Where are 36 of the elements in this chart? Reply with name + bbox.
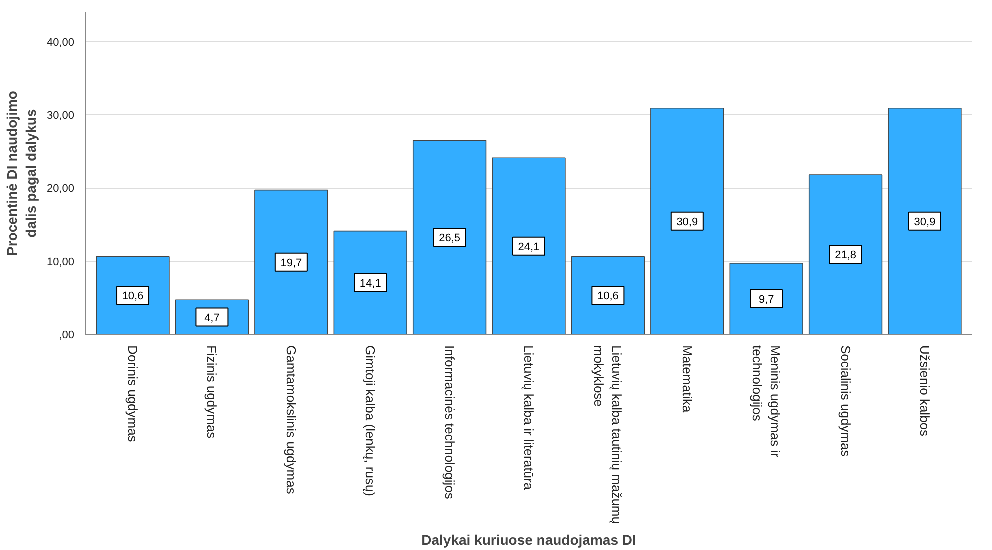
data-label: 9,7 bbox=[758, 294, 774, 306]
y-tick-label: ,00 bbox=[59, 330, 75, 342]
bar bbox=[254, 190, 328, 334]
x-tick-label: Lietuvių kalba tautinių mažumų mokyklose bbox=[592, 346, 625, 524]
y-tick-label: 40,00 bbox=[46, 36, 75, 49]
bar bbox=[492, 158, 566, 334]
y-axis-title: Procentinė DI naudojimo dalis pagal dalykus bbox=[4, 91, 39, 256]
data-label: 10,6 bbox=[122, 290, 144, 303]
data-label: 10,6 bbox=[597, 290, 619, 303]
x-tick-label: Lietuvių kalba ir literatūra bbox=[522, 346, 536, 491]
bar bbox=[412, 140, 487, 334]
data-label: 14,1 bbox=[360, 278, 382, 290]
bar bbox=[808, 174, 883, 334]
data-label: 19,7 bbox=[280, 257, 302, 270]
y-tick-label: 20,00 bbox=[46, 183, 75, 196]
x-tick-label: Matematika bbox=[680, 346, 695, 414]
x-tick-label: Informacinės technologijos bbox=[442, 346, 458, 500]
data-label: 26,5 bbox=[439, 232, 461, 245]
data-label: 4,7 bbox=[204, 312, 220, 324]
bar bbox=[888, 108, 962, 334]
x-tick-label: Socialinis ugdymas bbox=[838, 346, 854, 458]
data-label: 30,9 bbox=[914, 216, 936, 228]
data-label: 21,8 bbox=[835, 250, 857, 262]
x-tick-label: Gimtoji kalba (lenkų, rusų) bbox=[363, 346, 378, 496]
x-tick-label: Gamtamokslinis ugdymas bbox=[284, 346, 299, 495]
x-tick-label: Meninis ugdymas ir technologijos bbox=[750, 346, 784, 458]
x-tick-label: Fizinis ugdymas bbox=[204, 346, 220, 440]
y-tick-label: 10,00 bbox=[46, 256, 75, 268]
y-tick-label: 30,00 bbox=[46, 110, 75, 122]
data-label: 24,1 bbox=[518, 241, 540, 254]
x-axis-title: Dalykai kuriuose naudojamas DI bbox=[422, 532, 636, 548]
bar bbox=[650, 108, 724, 334]
bar bbox=[334, 230, 408, 334]
x-tick-label: Užsienio kalbos bbox=[917, 346, 932, 438]
data-label: 30,9 bbox=[676, 216, 698, 228]
x-tick-label: Dorinis ugdymas bbox=[126, 346, 141, 443]
